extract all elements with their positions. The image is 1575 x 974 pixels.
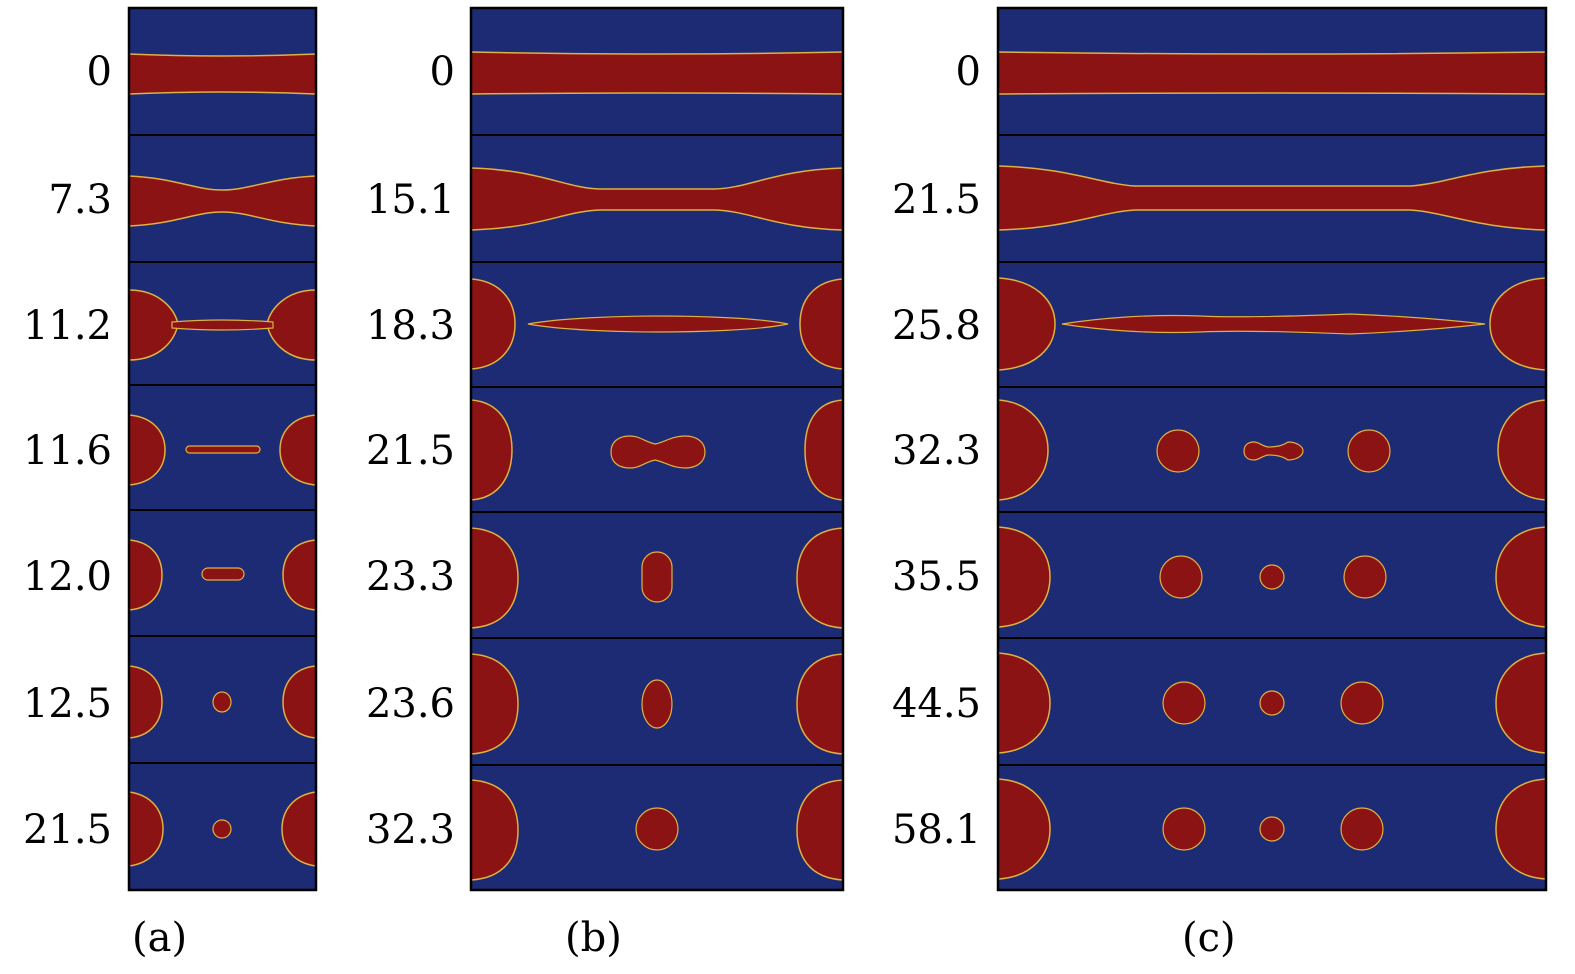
panel-b-row-2-left-cap — [471, 278, 516, 370]
panel-c-row-3-droplet-left — [1156, 429, 1200, 473]
panel-c-row-5-droplet-center — [1259, 690, 1285, 716]
panel-c-row-2-left-cap — [998, 277, 1056, 371]
panel-b-row-5-right-cap — [796, 653, 843, 755]
panel-c-row-6-droplet-left — [1162, 807, 1206, 851]
panel-c-row-4-droplet-left — [1159, 555, 1203, 599]
panel-a-row-3-right-cap — [279, 414, 316, 486]
panel-c — [998, 8, 1546, 890]
panel-c-time-label: 35.5 — [891, 554, 981, 600]
panel-c-time-label: 32.3 — [891, 428, 981, 474]
panel-c-row-1-thread — [998, 165, 1546, 231]
panel-b-row-6-left-cap — [471, 779, 519, 881]
panel-a-time-label: 12.0 — [22, 554, 112, 600]
panel-c-row-3-dumbbell — [1243, 441, 1304, 461]
panel-c-time-label: 21.5 — [891, 177, 981, 223]
panel-b-row-1-thread — [471, 167, 843, 231]
panel-b-row-3-dumbbell — [610, 435, 706, 469]
panel-c-row-3-right-cap — [1497, 399, 1546, 501]
panel-c-row-0-thread — [998, 51, 1546, 95]
panel-a-row-4-filament — [201, 567, 245, 581]
panel-a-time-label: 7.3 — [48, 177, 112, 223]
panel-c-time-label: 0 — [955, 49, 981, 95]
panel-b-row-3-left-cap — [471, 399, 513, 501]
panel-b-row-2-right-cap — [799, 278, 843, 370]
panel-b-row-4-left-cap — [471, 527, 519, 629]
panel-a-row-separators — [129, 134, 316, 764]
panel-b-time-label: 18.3 — [365, 303, 455, 349]
panel-b-row-3-right-cap — [804, 399, 843, 501]
panel-c-row-4-right-cap — [1495, 526, 1546, 628]
panel-a-row-0-thread — [129, 53, 316, 95]
panel-b-row-0-thread — [471, 51, 843, 95]
panel-b-row-6-right-cap — [796, 779, 843, 881]
panel-c-row-4-droplet-right — [1343, 555, 1387, 599]
panel-b-time-label: 15.1 — [365, 177, 455, 223]
panel-a-time-label: 11.6 — [22, 428, 112, 474]
panel-a-time-label: 0 — [86, 49, 112, 95]
panel-c-row-5-droplet-left — [1162, 681, 1206, 725]
panel-b-time-label: 23.6 — [365, 681, 455, 727]
panel-c-row-6-droplet-center — [1259, 816, 1285, 842]
panel-b-row-4-droplet — [641, 551, 673, 603]
panel-b-row-5-left-cap — [471, 653, 519, 755]
panel-a-row-4-right-cap — [282, 539, 316, 611]
panel-c-row-4-left-cap — [998, 526, 1051, 628]
panel-c-row-5-droplet-right — [1340, 681, 1384, 725]
panel-b-row-separators — [471, 134, 843, 766]
panel-a-time-label: 21.5 — [22, 807, 112, 853]
panel-c-row-2-filament — [1061, 313, 1486, 335]
panel-c-row-6-left-cap — [998, 778, 1051, 880]
panel-c-row-2-right-cap — [1489, 277, 1546, 371]
panel-b-row-6-droplet — [635, 807, 679, 851]
panel-b — [471, 8, 843, 890]
panel-a-time-label: 12.5 — [22, 681, 112, 727]
panel-c-row-6-droplet-right — [1340, 807, 1384, 851]
panel-a-row-5-left-cap — [129, 665, 163, 739]
panel-c-time-label: 44.5 — [891, 681, 981, 727]
panel-c-row-5-left-cap — [998, 652, 1051, 754]
panel-b-row-4-right-cap — [796, 527, 843, 629]
panel-c-time-label: 25.8 — [891, 303, 981, 349]
panel-c-time-label: 58.1 — [891, 807, 981, 853]
panel-c-row-separators — [998, 134, 1546, 766]
panel-c-row-4-droplet-center — [1259, 564, 1285, 590]
panel-b-row-2-filament — [527, 315, 789, 333]
panel-a-row-2-thread — [171, 319, 274, 331]
panel-c-caption: (c) — [1182, 915, 1236, 961]
panel-c-frame — [996, 6, 1548, 892]
panel-a-row-5-droplet — [212, 691, 232, 713]
panel-a-time-label: 11.2 — [22, 303, 112, 349]
panel-a-row-3-left-cap — [129, 414, 166, 486]
panel-c-row-6-right-cap — [1495, 778, 1546, 880]
panel-c-row-3-droplet-right — [1347, 429, 1391, 473]
panel-c-row-5-right-cap — [1495, 652, 1546, 754]
panel-a-row-6-droplet — [212, 819, 232, 839]
panel-b-time-label: 32.3 — [365, 807, 455, 853]
panel-c-row-3-left-cap — [998, 399, 1049, 501]
panel-b-time-label: 23.3 — [365, 554, 455, 600]
panel-a-row-6-left-cap — [129, 791, 164, 867]
panel-a-caption: (a) — [132, 915, 188, 961]
panel-b-frame — [469, 6, 845, 892]
panel-a-row-1-thread — [129, 175, 316, 227]
panel-a — [129, 8, 316, 890]
panel-b-time-label: 21.5 — [365, 428, 455, 474]
panel-b-row-5-droplet — [641, 679, 673, 729]
panel-a-row-4-left-cap — [129, 539, 163, 611]
panel-a-frame — [127, 6, 318, 892]
panel-a-row-5-right-cap — [282, 665, 316, 739]
panel-b-time-label: 0 — [429, 49, 455, 95]
panel-b-caption: (b) — [565, 915, 622, 961]
panel-a-row-6-right-cap — [281, 791, 316, 867]
panel-a-row-3-filament — [185, 445, 261, 454]
